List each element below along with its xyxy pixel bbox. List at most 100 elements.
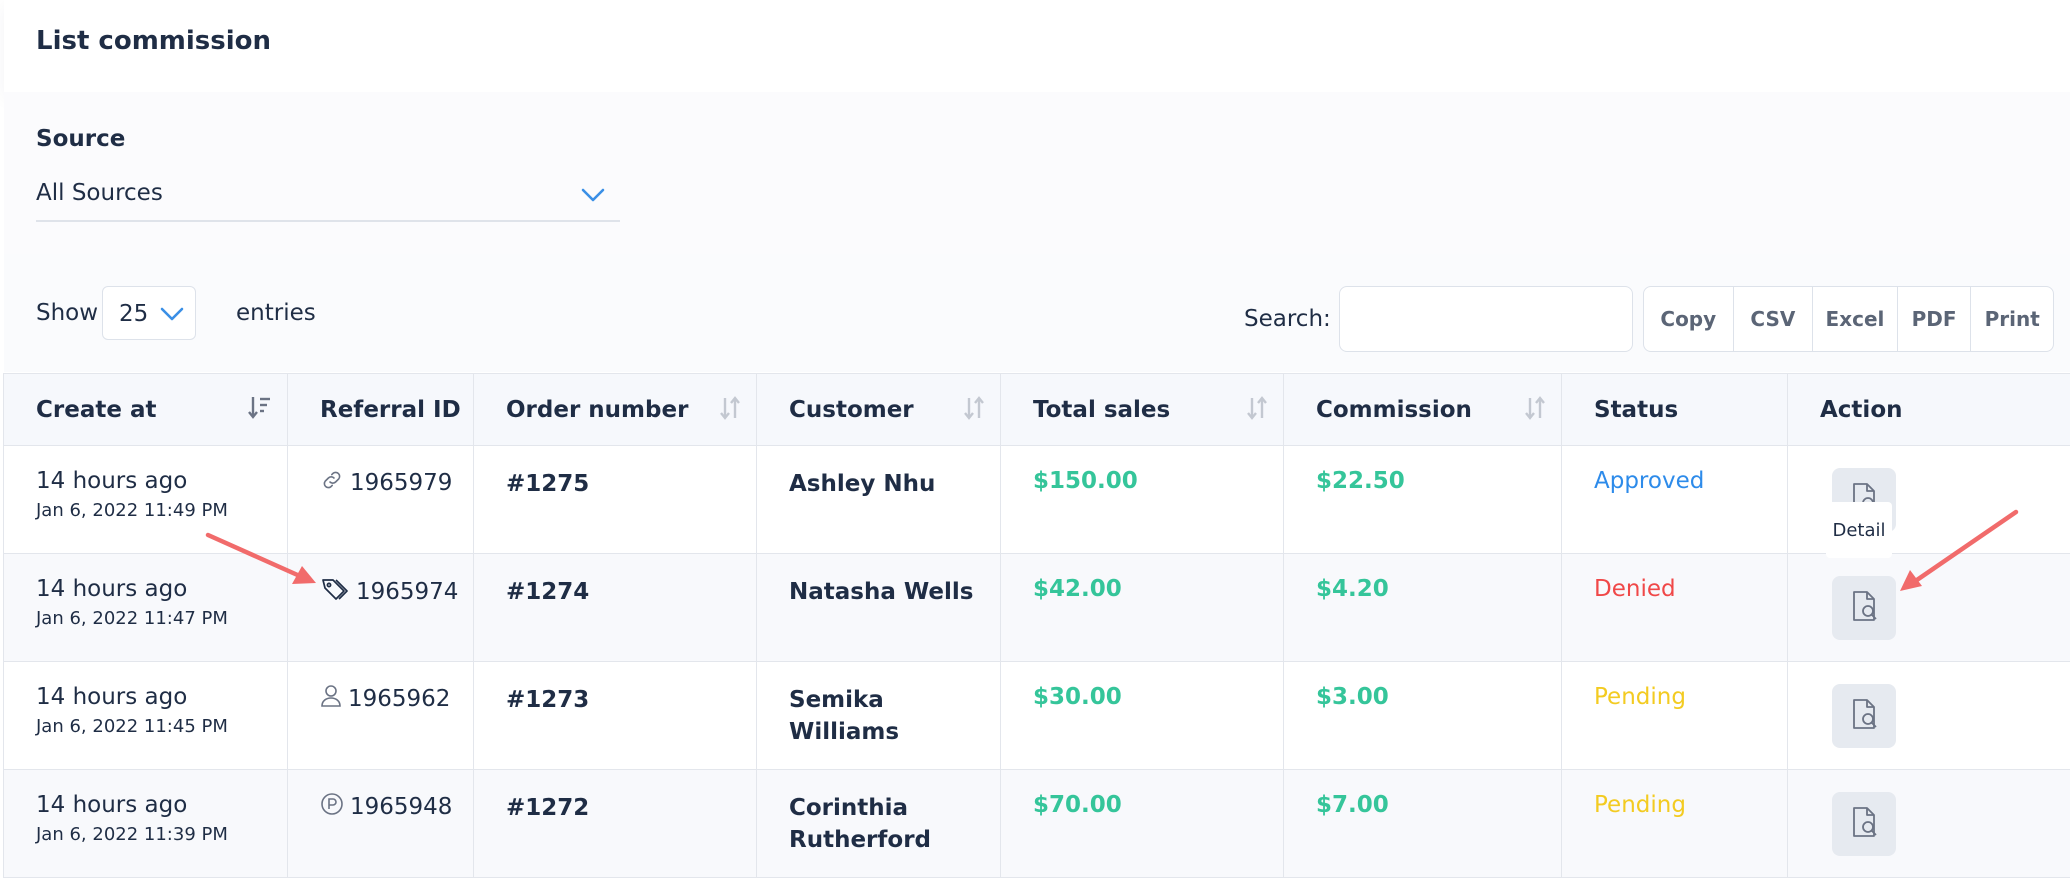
total-sales: $42.00 (1033, 576, 1122, 602)
relative-time: 14 hours ago (36, 684, 287, 710)
column-header-total-sales[interactable]: Total sales (1001, 374, 1284, 446)
pdf-button[interactable]: PDF (1898, 287, 1972, 351)
customer-name: Ashley Nhu (789, 468, 1000, 500)
column-header-label: Commission (1316, 397, 1472, 423)
cell-total-sales: $42.00 (1001, 554, 1284, 662)
cell-customer: Corinthia Rutherford (757, 770, 1001, 878)
detail-button[interactable] (1832, 792, 1896, 856)
order-number: #1272 (506, 795, 589, 821)
source-label: Source (36, 126, 125, 152)
table-row: 14 hours ago Jan 6, 2022 11:49 PM 196597… (4, 446, 2070, 554)
cell-referral-id: 1965948 (288, 770, 474, 878)
commission-amount: $7.00 (1316, 792, 1389, 818)
excel-button[interactable]: Excel (1813, 287, 1898, 351)
detail-tooltip: Detail (1826, 502, 1892, 558)
cell-order-number: #1273 (474, 662, 757, 770)
cell-commission: $7.00 (1284, 770, 1562, 878)
sort-icon[interactable] (1523, 394, 1547, 428)
search-label: Search: (1244, 306, 1331, 332)
user-icon (320, 684, 342, 714)
order-number: #1275 (506, 471, 589, 497)
column-header-label: Referral ID (320, 397, 461, 423)
commission-amount: $22.50 (1316, 468, 1405, 494)
cell-referral-id: 1965962 (288, 662, 474, 770)
commission-table: Create at Referral ID Order number (3, 373, 2070, 878)
commission-amount: $4.20 (1316, 576, 1389, 602)
tag-icon (320, 576, 350, 608)
file-search-icon (1845, 695, 1883, 737)
column-header-customer[interactable]: Customer (757, 374, 1001, 446)
column-header-create-at[interactable]: Create at (4, 374, 288, 446)
referral-id: 1965948 (350, 794, 452, 820)
table-header-row: Create at Referral ID Order number (4, 374, 2070, 446)
cell-create-at: 14 hours ago Jan 6, 2022 11:49 PM (4, 446, 288, 554)
export-button-group: Copy CSV Excel PDF Print (1643, 286, 2054, 352)
status-label: Denied (1594, 576, 1676, 602)
status-label: Pending (1594, 684, 1686, 710)
link-icon (320, 468, 344, 498)
print-button[interactable]: Print (1971, 287, 2053, 351)
cell-order-number: #1272 (474, 770, 757, 878)
cell-status: Denied (1562, 554, 1788, 662)
copy-button[interactable]: Copy (1644, 287, 1734, 351)
relative-time: 14 hours ago (36, 576, 287, 602)
sort-icon[interactable] (1245, 394, 1269, 428)
file-search-icon (1845, 587, 1883, 629)
cell-status: Approved (1562, 446, 1788, 554)
status-label: Pending (1594, 792, 1686, 818)
table-row: 14 hours ago Jan 6, 2022 11:39 PM 196594… (4, 770, 2070, 878)
card-header (4, 0, 2070, 92)
entries-label: entries (236, 300, 316, 326)
total-sales: $30.00 (1033, 684, 1122, 710)
coupon-p-icon (320, 792, 344, 822)
filter-panel (4, 92, 2070, 254)
referral-id: 1965979 (350, 470, 452, 496)
referral-id: 1965962 (348, 686, 450, 712)
column-header-label: Action (1820, 397, 1903, 423)
relative-time: 14 hours ago (36, 468, 287, 494)
source-select[interactable]: All Sources (36, 178, 620, 222)
order-number: #1274 (506, 579, 589, 605)
sort-icon[interactable] (718, 394, 742, 428)
column-header-label: Order number (506, 397, 688, 423)
cell-referral-id: 1965974 (288, 554, 474, 662)
cell-order-number: #1274 (474, 554, 757, 662)
column-header-label: Customer (789, 397, 914, 423)
chevron-down-icon (159, 305, 185, 327)
relative-time: 14 hours ago (36, 792, 287, 818)
referral-id: 1965974 (356, 579, 458, 605)
column-header-status: Status (1562, 374, 1788, 446)
search-input[interactable] (1339, 286, 1633, 352)
cell-create-at: 14 hours ago Jan 6, 2022 11:45 PM (4, 662, 288, 770)
table-row: 14 hours ago Jan 6, 2022 11:45 PM 196596… (4, 662, 2070, 770)
absolute-date: Jan 6, 2022 11:49 PM (36, 500, 287, 521)
absolute-date: Jan 6, 2022 11:47 PM (36, 608, 287, 629)
cell-customer: Natasha Wells (757, 554, 1001, 662)
absolute-date: Jan 6, 2022 11:39 PM (36, 824, 287, 845)
page-length-select[interactable]: 25 (102, 286, 196, 340)
column-header-action: Action (1788, 374, 2070, 446)
cell-customer: Ashley Nhu (757, 446, 1001, 554)
file-search-icon (1845, 803, 1883, 845)
status-label: Approved (1594, 468, 1704, 494)
cell-create-at: 14 hours ago Jan 6, 2022 11:47 PM (4, 554, 288, 662)
column-header-label: Total sales (1033, 397, 1170, 423)
csv-button[interactable]: CSV (1734, 287, 1814, 351)
cell-total-sales: $30.00 (1001, 662, 1284, 770)
order-number: #1273 (506, 687, 589, 713)
cell-status: Pending (1562, 770, 1788, 878)
source-value: All Sources (36, 180, 163, 206)
total-sales: $150.00 (1033, 468, 1138, 494)
sort-descending-icon[interactable] (247, 394, 273, 428)
cell-action (1788, 770, 2070, 878)
column-header-label: Status (1594, 397, 1678, 423)
column-header-commission[interactable]: Commission (1284, 374, 1562, 446)
cell-referral-id: 1965979 (288, 446, 474, 554)
column-header-order-number[interactable]: Order number (474, 374, 757, 446)
detail-button[interactable] (1832, 576, 1896, 640)
detail-button[interactable] (1832, 684, 1896, 748)
sort-icon[interactable] (962, 394, 986, 428)
total-sales: $70.00 (1033, 792, 1122, 818)
cell-create-at: 14 hours ago Jan 6, 2022 11:39 PM (4, 770, 288, 878)
customer-name: Corinthia Rutherford (789, 792, 939, 856)
